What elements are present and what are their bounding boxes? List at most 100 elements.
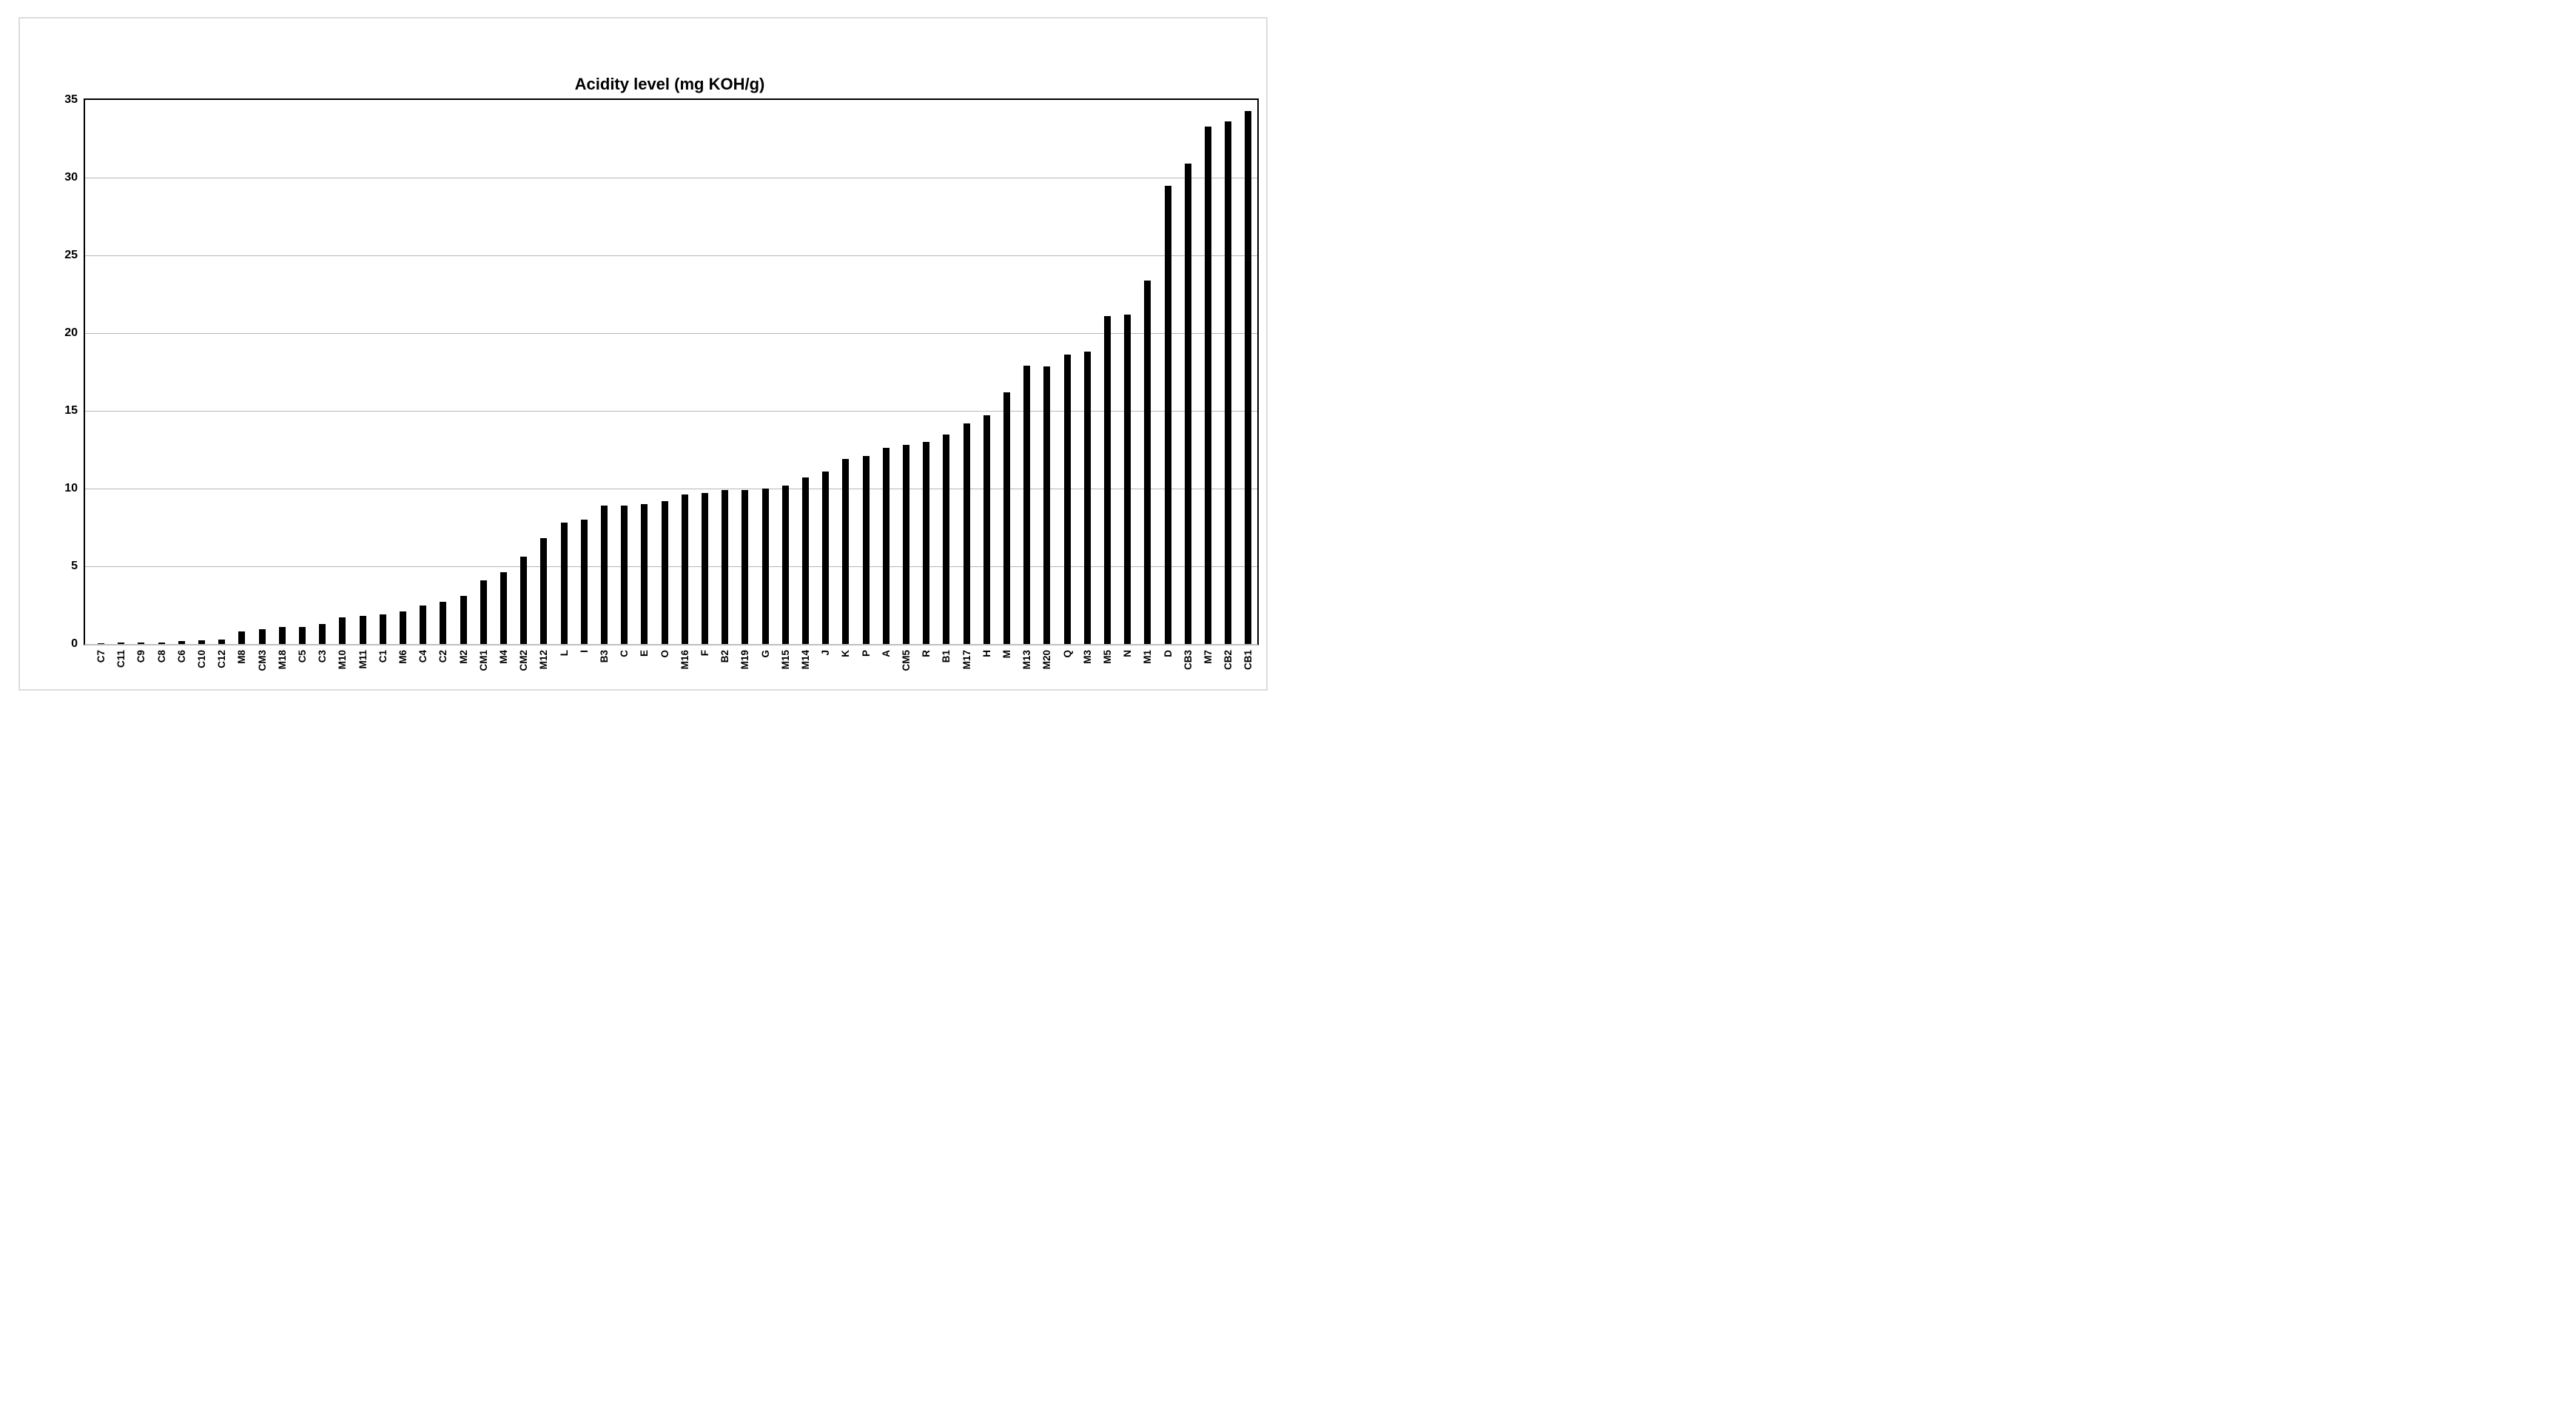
x-axis-category-label-C4: C4 <box>417 650 429 663</box>
bar-R <box>923 442 930 644</box>
bar-C11 <box>118 643 125 644</box>
bar-M7 <box>1205 126 1211 644</box>
bar-M12 <box>540 538 548 644</box>
x-axis-category-label-M17: M17 <box>961 650 972 670</box>
x-axis-category-label-M10: M10 <box>337 650 349 670</box>
bar-CM2 <box>520 557 528 644</box>
bar-A <box>882 448 890 644</box>
x-axis-category-label-J: J <box>820 650 832 656</box>
bar-C <box>621 506 628 644</box>
x-axis-category-label-M11: M11 <box>357 650 369 669</box>
x-axis-category-label-P: P <box>860 650 872 657</box>
x-axis-category-label-R: R <box>921 650 932 657</box>
x-axis-category-label-G: G <box>759 650 771 658</box>
y-axis-tick-label: 35 <box>64 93 78 106</box>
y-axis-tick-label: 25 <box>64 249 78 261</box>
x-axis-category-label-O: O <box>659 650 670 658</box>
x-axis-category-label-M: M <box>1001 650 1012 659</box>
bar-M19 <box>741 490 749 644</box>
bar-I <box>580 520 588 644</box>
x-axis-category-label-N: N <box>1122 650 1134 657</box>
gridline-25 <box>85 255 1257 256</box>
bar-N <box>1124 314 1131 644</box>
bar-C7 <box>98 643 104 644</box>
bar-B3 <box>601 506 608 644</box>
bar-D <box>1164 185 1171 644</box>
x-axis-category-label-M18: M18 <box>276 650 288 670</box>
x-axis-category-label-C3: C3 <box>317 650 329 663</box>
x-axis-category-label-C6: C6 <box>175 650 187 663</box>
bar-B2 <box>722 490 729 644</box>
x-axis-category-label-C1: C1 <box>377 650 389 663</box>
bar-F <box>702 493 708 644</box>
y-axis-tick-label: 0 <box>71 637 78 650</box>
bar-CB1 <box>1245 110 1252 644</box>
gridline-15 <box>85 411 1257 412</box>
bar-C3 <box>319 623 326 644</box>
bar-L <box>560 523 568 644</box>
x-axis-category-label-M12: M12 <box>538 650 550 670</box>
bar-M2 <box>460 595 467 644</box>
bar-J <box>822 471 830 644</box>
bar-M5 <box>1104 315 1111 644</box>
x-axis-category-label-F: F <box>699 650 710 657</box>
bar-CM1 <box>480 580 487 644</box>
x-axis-category-label-C7: C7 <box>95 650 107 663</box>
bar-C9 <box>138 642 145 644</box>
bar-M3 <box>1083 352 1091 644</box>
bar-B1 <box>943 434 950 644</box>
x-axis-category-label-I: I <box>578 650 590 653</box>
bar-H <box>983 415 990 644</box>
bar-M6 <box>400 611 406 644</box>
bar-C8 <box>158 642 165 644</box>
bar-M20 <box>1043 366 1051 644</box>
bar-CB3 <box>1184 164 1191 644</box>
bar-M14 <box>802 477 809 644</box>
bar-M11 <box>359 616 366 644</box>
bar-CM5 <box>903 445 909 644</box>
y-axis-tick-label: 15 <box>64 404 78 417</box>
x-axis-category-label-D: D <box>1162 650 1174 657</box>
bar-C10 <box>198 640 205 644</box>
x-axis-category-label-C5: C5 <box>297 650 308 663</box>
x-axis-category-label-B2: B2 <box>719 650 731 663</box>
bar-M15 <box>781 485 789 644</box>
x-axis-category-label-A: A <box>880 650 892 657</box>
x-axis-category-label-M5: M5 <box>1102 650 1113 664</box>
bar-M13 <box>1023 366 1031 644</box>
x-axis-category-label-CB2: CB2 <box>1223 650 1234 671</box>
x-axis-category-label-M7: M7 <box>1203 650 1214 664</box>
x-axis-category-label-CB3: CB3 <box>1182 650 1194 671</box>
x-axis-category-label-M13: M13 <box>1021 650 1033 670</box>
x-axis-category-label-M19: M19 <box>739 650 751 670</box>
bar-O <box>661 500 668 644</box>
screenshot-page: Acidity level (mg KOH/g) 0 5 10 15 20 25 30 35 C… <box>0 0 1288 711</box>
x-axis-category-label-B1: B1 <box>941 650 952 663</box>
x-axis-category-label-C9: C9 <box>135 650 147 663</box>
bar-CM3 <box>258 629 266 644</box>
x-axis-category-label-M1: M1 <box>1142 650 1154 664</box>
bar-M10 <box>339 617 346 644</box>
chart-title: Acidity level (mg KOH/g) <box>574 75 765 93</box>
bar-M16 <box>681 494 688 644</box>
x-axis-category-label-C10: C10 <box>196 650 207 668</box>
x-axis-category-label-K: K <box>840 650 852 657</box>
x-axis-category-label-M20: M20 <box>1041 650 1053 670</box>
x-axis-category-label-M4: M4 <box>498 650 509 664</box>
plot-area: 0 5 10 15 20 25 30 35 C7 C11 C9 C8 C6 C10 C12 M8 CM3 M18 C… <box>64 93 1259 671</box>
x-axis-category-label-C11: C11 <box>115 650 127 668</box>
x-axis-category-label-L: L <box>558 650 570 657</box>
bar-M18 <box>278 626 286 644</box>
y-axis-tick-label: 5 <box>71 560 78 572</box>
bar-C12 <box>218 640 226 644</box>
bar-Q <box>1063 355 1071 644</box>
bar-E <box>641 504 648 644</box>
x-axis-category-label-CM3: CM3 <box>256 650 268 671</box>
x-axis-category-label-M14: M14 <box>800 650 811 670</box>
bar-C2 <box>440 602 447 644</box>
y-axis-tick-label: 10 <box>64 482 78 494</box>
x-axis-category-label-E: E <box>639 650 650 657</box>
bar-M4 <box>500 572 507 644</box>
bar-C1 <box>379 614 386 644</box>
bar-C4 <box>420 605 427 644</box>
